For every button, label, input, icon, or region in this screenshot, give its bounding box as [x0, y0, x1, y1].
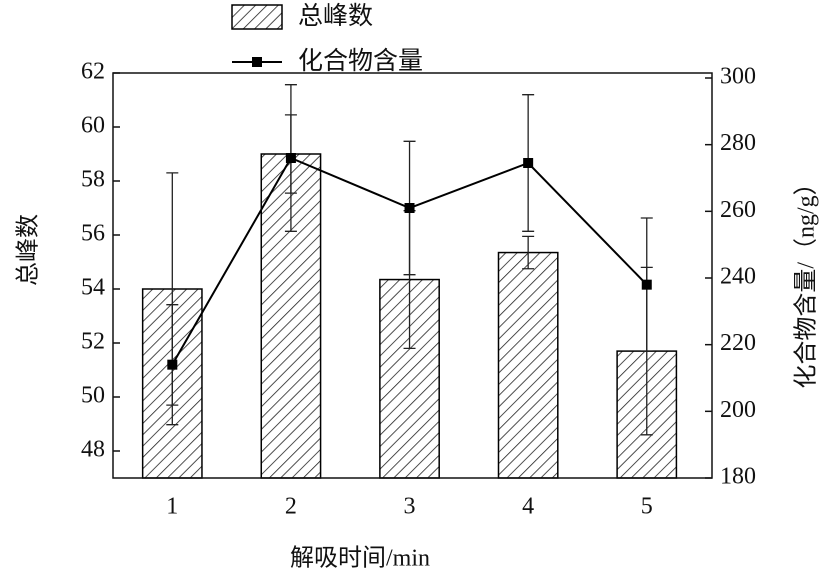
y-tick-label: 60: [81, 113, 105, 139]
y2-tick-label: 280: [720, 130, 756, 156]
x-axis-label: 解吸时间/min: [290, 545, 430, 572]
marker: [641, 279, 652, 290]
y2-tick-label: 260: [720, 197, 756, 223]
y2-tick-label: 300: [720, 64, 756, 90]
bar: [497, 251, 559, 479]
x-tick-label: 1: [166, 494, 178, 520]
x-tick-label: 5: [641, 494, 653, 520]
y-tick-label: 54: [81, 275, 105, 301]
error-bar: [522, 235, 535, 270]
y-tick-label: 52: [81, 329, 105, 355]
x-tick-label: 3: [404, 494, 416, 520]
x-tick-label: 2: [285, 494, 297, 520]
y2-tick-label: 220: [720, 330, 756, 356]
legend-swatch: [231, 4, 283, 30]
marker: [167, 359, 178, 370]
y-tick-label: 50: [81, 383, 105, 409]
x-tick-label: 4: [522, 494, 534, 520]
marker: [285, 153, 296, 163]
y2-tick-label: 180: [720, 464, 756, 490]
y-tick-label: 48: [81, 437, 105, 463]
plot-frame: [112, 72, 713, 479]
y-tick-label: 58: [81, 167, 105, 193]
y-axis-label: 总峰数: [15, 214, 42, 286]
y-tick-label: 56: [81, 221, 105, 247]
legend-marker: [252, 57, 262, 67]
y2-tick-label: 200: [720, 397, 756, 423]
marker: [523, 158, 534, 168]
legend-label: 总峰数: [298, 1, 373, 30]
y2-tick-label: 240: [720, 264, 756, 290]
y-tick-label: 62: [81, 59, 105, 85]
y2-axis-label: 化合物含量/（ng/g）: [793, 171, 820, 388]
legend-label: 化合物含量: [298, 46, 423, 75]
marker: [404, 203, 415, 213]
